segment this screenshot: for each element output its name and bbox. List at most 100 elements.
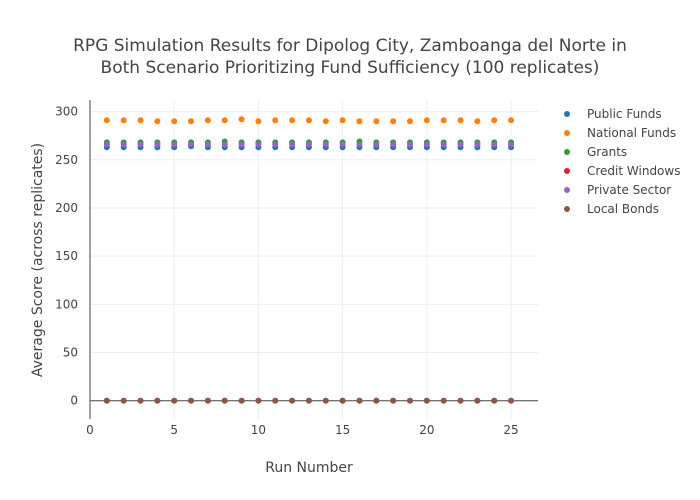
legend-label: Grants <box>587 145 627 159</box>
data-point[interactable] <box>238 116 245 123</box>
data-point[interactable] <box>407 118 413 125</box>
data-point[interactable] <box>289 397 296 404</box>
data-point[interactable] <box>221 397 228 404</box>
data-point[interactable] <box>407 141 413 148</box>
data-point[interactable] <box>423 397 430 404</box>
data-point[interactable] <box>103 397 110 404</box>
data-point[interactable] <box>356 118 363 125</box>
data-point[interactable] <box>188 397 195 404</box>
legend-label: National Funds <box>587 126 676 140</box>
data-point[interactable] <box>339 141 346 148</box>
data-point[interactable] <box>508 397 515 404</box>
y-tick-label: 50 <box>63 346 78 360</box>
data-point[interactable] <box>457 141 464 148</box>
data-point[interactable] <box>356 397 363 404</box>
data-point[interactable] <box>322 397 329 404</box>
data-point[interactable] <box>154 118 161 125</box>
data-point[interactable] <box>474 118 481 125</box>
data-point[interactable] <box>289 117 296 124</box>
data-point[interactable] <box>373 141 380 148</box>
data-point[interactable] <box>508 141 515 148</box>
data-point[interactable] <box>423 141 430 148</box>
data-point[interactable] <box>188 118 195 125</box>
data-point[interactable] <box>440 397 447 404</box>
data-point[interactable] <box>457 397 464 404</box>
y-tick-label: 300 <box>55 105 78 119</box>
data-point[interactable] <box>137 141 144 148</box>
data-point[interactable] <box>390 141 397 148</box>
series-local-bonds[interactable] <box>103 397 515 404</box>
data-point[interactable] <box>103 117 110 124</box>
legend-item[interactable]: Local Bonds <box>564 202 659 216</box>
data-point[interactable] <box>322 141 329 148</box>
data-point[interactable] <box>305 141 312 148</box>
legend-marker <box>564 130 570 136</box>
data-point[interactable] <box>238 397 245 404</box>
data-point[interactable] <box>440 141 447 148</box>
x-tick-label: 0 <box>86 423 94 437</box>
y-tick-label: 0 <box>70 394 78 408</box>
y-tick-labels: 0 50 100 150 200 250 300 <box>55 105 78 408</box>
data-point[interactable] <box>339 117 346 124</box>
data-point[interactable] <box>474 397 481 404</box>
series-national-funds[interactable] <box>103 116 515 125</box>
chart-title-line-1: RPG Simulation Results for Dipolog City,… <box>73 36 627 56</box>
data-point[interactable] <box>221 141 228 148</box>
data-point[interactable] <box>305 397 312 404</box>
data-point[interactable] <box>238 141 245 148</box>
data-point[interactable] <box>255 141 262 148</box>
data-point[interactable] <box>204 141 211 148</box>
data-point[interactable] <box>491 117 498 124</box>
data-point[interactable] <box>491 141 498 148</box>
data-point[interactable] <box>171 141 178 148</box>
data-point[interactable] <box>204 397 211 404</box>
legend-item[interactable]: Grants <box>564 145 627 159</box>
data-point[interactable] <box>390 397 397 404</box>
data-point[interactable] <box>188 141 195 148</box>
data-point[interactable] <box>171 118 178 125</box>
data-point[interactable] <box>120 141 127 148</box>
data-point[interactable] <box>339 397 346 404</box>
legend-label: Public Funds <box>587 107 662 121</box>
data-point[interactable] <box>440 117 447 124</box>
data-point[interactable] <box>508 117 515 124</box>
data-point[interactable] <box>289 141 296 148</box>
chart-title-line-2: Both Scenario Prioritizing Fund Sufficie… <box>101 58 600 78</box>
data-point[interactable] <box>120 397 127 404</box>
data-point[interactable] <box>390 118 397 125</box>
legend-item[interactable]: Credit Windows <box>564 164 680 178</box>
data-point[interactable] <box>407 397 413 404</box>
data-point[interactable] <box>103 141 110 148</box>
legend-item[interactable]: Public Funds <box>564 107 662 121</box>
data-point[interactable] <box>322 118 329 125</box>
x-tick-label: 20 <box>419 423 434 437</box>
data-point[interactable] <box>154 397 161 404</box>
data-point[interactable] <box>137 117 144 124</box>
data-point[interactable] <box>137 397 144 404</box>
data-point[interactable] <box>171 397 178 404</box>
legend-marker <box>564 111 570 117</box>
data-point[interactable] <box>154 141 161 148</box>
data-point[interactable] <box>373 118 380 125</box>
data-point[interactable] <box>423 117 430 124</box>
data-point[interactable] <box>474 141 481 148</box>
data-point[interactable] <box>272 397 279 404</box>
series-private-sector[interactable] <box>103 141 515 148</box>
data-points[interactable] <box>103 116 515 404</box>
data-point[interactable] <box>272 117 279 124</box>
y-tick-label: 100 <box>55 297 78 311</box>
data-point[interactable] <box>356 141 363 148</box>
legend-item[interactable]: Private Sector <box>564 183 671 197</box>
data-point[interactable] <box>305 117 312 124</box>
data-point[interactable] <box>373 397 380 404</box>
data-point[interactable] <box>120 117 127 124</box>
data-point[interactable] <box>204 117 211 124</box>
data-point[interactable] <box>255 397 262 404</box>
legend-item[interactable]: National Funds <box>564 126 676 140</box>
data-point[interactable] <box>457 117 464 124</box>
data-point[interactable] <box>255 118 262 125</box>
data-point[interactable] <box>221 117 228 124</box>
legend[interactable]: Public Funds National Funds Grants Credit W… <box>564 107 680 216</box>
data-point[interactable] <box>272 141 279 148</box>
data-point[interactable] <box>491 397 498 404</box>
